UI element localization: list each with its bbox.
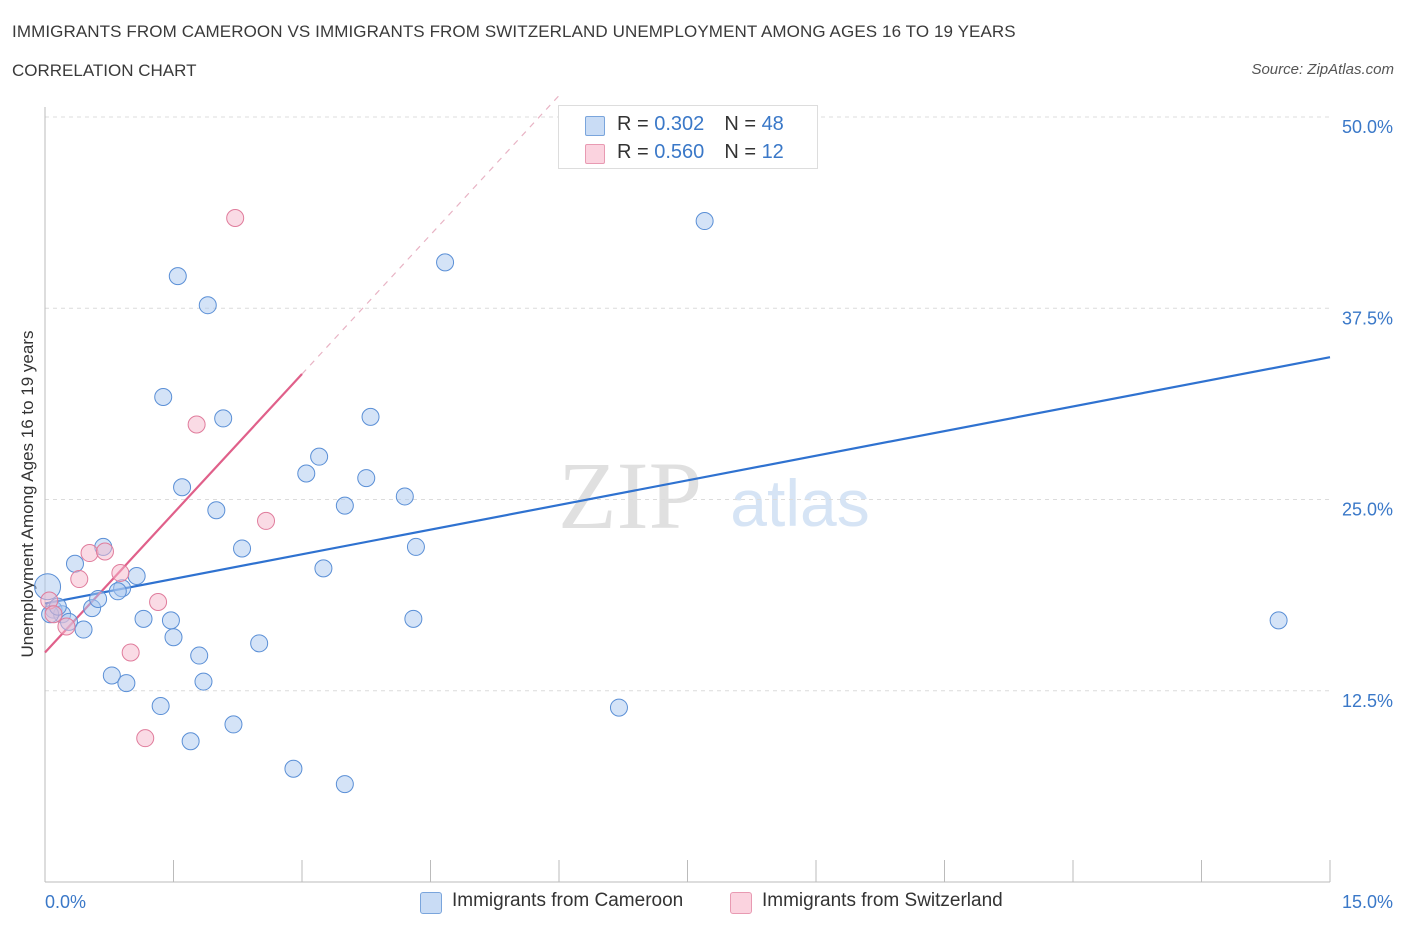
data-points — [34, 112, 1288, 794]
data-point — [357, 469, 376, 488]
data-point — [149, 593, 168, 612]
x-tick-label: 15.0% — [1342, 892, 1393, 912]
data-point — [111, 563, 130, 582]
legend-n-value: 48 — [761, 113, 784, 135]
legend-swatch-switzerland — [585, 144, 605, 164]
data-point — [181, 732, 200, 751]
data-point — [190, 646, 209, 665]
data-point — [436, 253, 455, 272]
legend-n-value: 12 — [761, 141, 784, 163]
data-point — [154, 387, 173, 406]
legend-swatch-cameroon — [585, 116, 605, 136]
legend-r-value: 0.560 — [654, 141, 705, 163]
data-point — [89, 589, 108, 608]
data-point — [250, 634, 269, 653]
data-point — [224, 715, 243, 734]
axes — [44, 107, 1331, 883]
data-point — [297, 464, 316, 483]
data-point — [395, 487, 414, 506]
data-point — [226, 208, 245, 227]
data-point — [284, 759, 303, 778]
data-point — [406, 537, 425, 556]
watermark-atlas: atlas — [730, 466, 869, 540]
data-point — [310, 447, 329, 466]
correlation-legend: R = 0.302 N = 48 R = 0.560 N = 12 — [558, 105, 818, 169]
trend-lines — [44, 95, 1331, 654]
data-point — [168, 267, 187, 286]
trend-extension-1 — [301, 95, 560, 375]
data-point — [194, 672, 213, 691]
legend-swatch-cameroon — [420, 892, 442, 914]
trend-line-0 — [44, 356, 1331, 605]
legend-r-value: 0.302 — [654, 113, 705, 135]
chart-title: IMMIGRANTS FROM CAMEROON VS IMMIGRANTS F… — [12, 22, 1016, 41]
data-point — [134, 609, 153, 628]
data-point — [44, 605, 63, 624]
data-point — [207, 501, 226, 520]
data-point — [1269, 611, 1288, 630]
grid-lines — [45, 116, 1330, 692]
chart-subtitle: CORRELATION CHART — [12, 61, 197, 80]
data-point — [127, 567, 146, 585]
data-point — [335, 496, 354, 515]
watermark-zip: ZIP — [558, 442, 702, 549]
data-point — [95, 542, 114, 561]
data-point — [151, 697, 170, 716]
data-point — [65, 554, 84, 573]
data-point — [80, 544, 99, 563]
y-tick-label: 50.0% — [1342, 117, 1393, 137]
legend-n-label: N = — [724, 141, 762, 163]
data-point — [117, 674, 136, 693]
data-point — [173, 478, 192, 497]
data-point — [233, 539, 252, 558]
data-point — [187, 415, 206, 434]
legend-label-switzerland: Immigrants from Switzerland — [762, 890, 1003, 911]
data-point — [257, 511, 276, 530]
data-point — [314, 559, 333, 578]
legend-r-label: R = — [617, 141, 655, 163]
y-tick-label: 25.0% — [1342, 500, 1393, 520]
data-point — [695, 212, 714, 231]
data-point — [57, 617, 76, 636]
legend-r-label: R = — [617, 113, 655, 135]
data-point — [121, 643, 140, 662]
watermark: ZIP atlas — [558, 442, 870, 549]
data-point — [198, 296, 217, 315]
data-point — [70, 570, 89, 589]
source-credit: Source: ZipAtlas.com — [1251, 61, 1394, 78]
data-point — [164, 628, 183, 647]
data-point — [214, 409, 233, 428]
data-point — [335, 775, 354, 794]
x-tick-label: 0.0% — [45, 892, 86, 912]
y-tick-label: 12.5% — [1342, 691, 1393, 711]
data-point — [609, 698, 628, 717]
legend-swatch-switzerland — [730, 892, 752, 914]
legend-n-label: N = — [724, 113, 762, 135]
data-point — [404, 609, 423, 628]
data-point — [361, 407, 380, 426]
data-point — [161, 611, 180, 630]
y-tick-label: 37.5% — [1342, 308, 1393, 328]
data-point — [74, 620, 93, 639]
tick-labels: 12.5% 25.0% 37.5% 50.0% 0.0% 15.0% — [45, 117, 1393, 912]
data-point — [108, 582, 127, 601]
data-point — [102, 666, 121, 685]
data-point — [136, 729, 155, 748]
legend-label-cameroon: Immigrants from Cameroon — [452, 890, 684, 911]
